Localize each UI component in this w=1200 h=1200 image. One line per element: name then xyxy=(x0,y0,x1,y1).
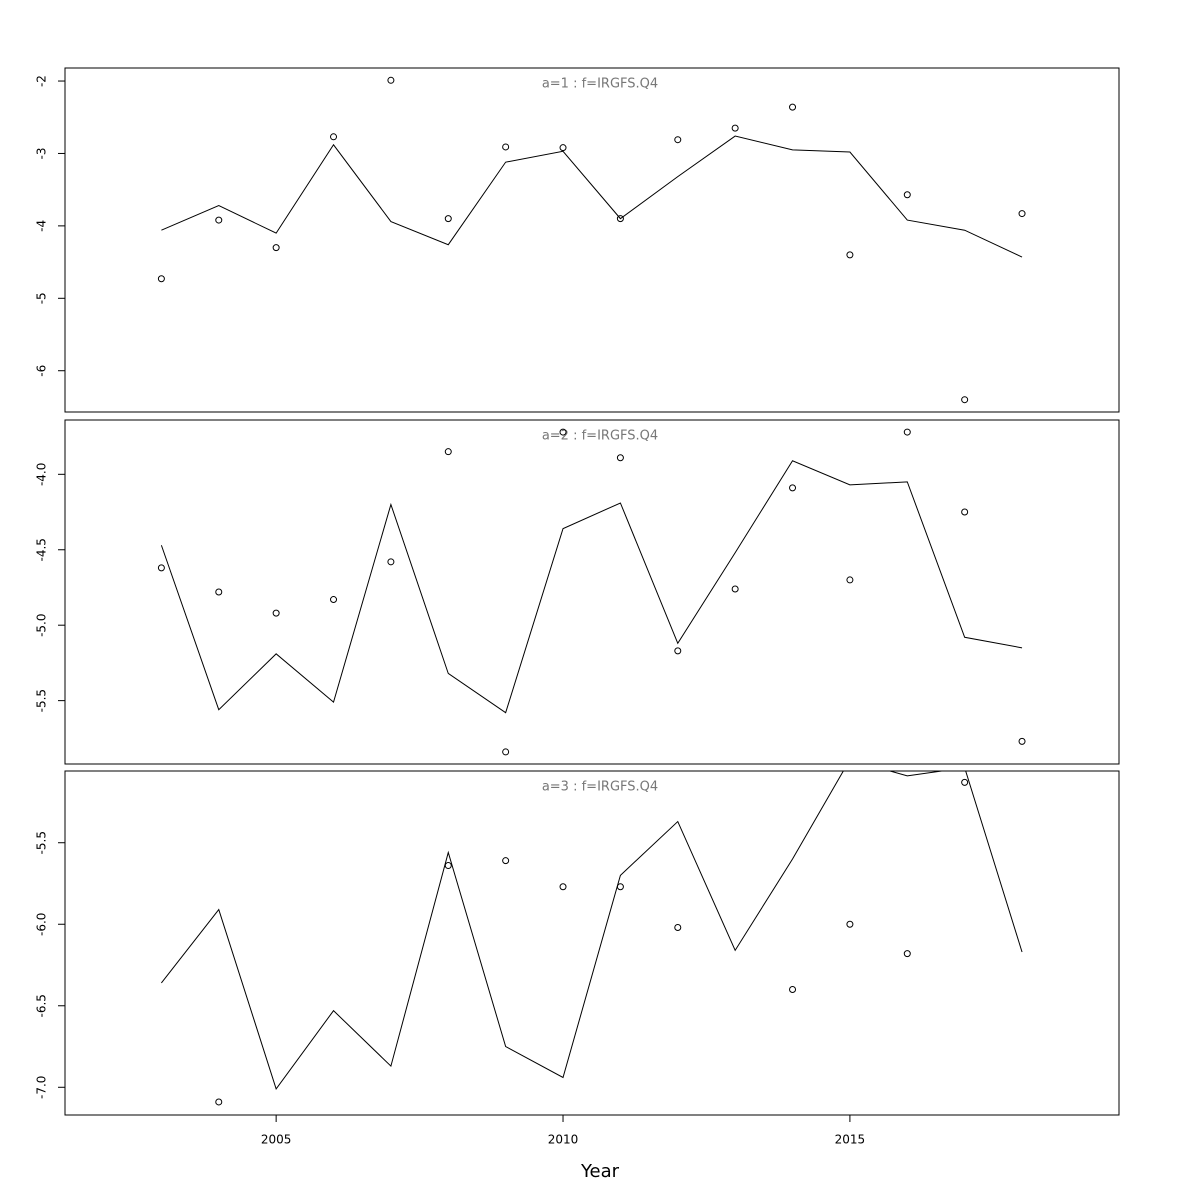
data-point xyxy=(789,484,797,492)
y-tick-label: -5.5 xyxy=(35,831,49,854)
y-tick-label: -4.5 xyxy=(35,538,49,561)
panel-annotation: a=2 : f=IRGFS.Q4 xyxy=(542,429,658,444)
data-point xyxy=(157,275,165,283)
data-point xyxy=(846,576,854,584)
data-point xyxy=(961,508,969,516)
data-point xyxy=(502,857,510,865)
y-tick-label: -5.0 xyxy=(35,613,49,636)
data-point xyxy=(157,564,165,572)
data-point xyxy=(903,950,911,958)
y-tick-label: -4.0 xyxy=(35,463,49,486)
y-tick-label: -6.0 xyxy=(35,913,49,936)
data-point xyxy=(215,1098,223,1106)
data-point xyxy=(559,428,567,436)
data-point xyxy=(272,609,280,617)
data-point xyxy=(444,862,452,870)
data-point xyxy=(444,448,452,456)
plot-frame xyxy=(64,419,1120,765)
data-point xyxy=(387,558,395,566)
data-point xyxy=(903,191,911,199)
y-tick-label: -5 xyxy=(35,292,49,304)
y-tick-label: -6.5 xyxy=(35,994,49,1017)
plot-frame xyxy=(64,67,1120,413)
data-point xyxy=(559,883,567,891)
plot-area xyxy=(157,428,1026,756)
panel-annotation: a=3 : f=IRGFS.Q4 xyxy=(542,780,658,795)
x-tick-label: 2015 xyxy=(835,1133,866,1147)
data-point xyxy=(559,144,567,152)
data-point xyxy=(903,428,911,436)
data-point xyxy=(215,588,223,596)
y-tick-label: -4 xyxy=(35,220,49,232)
data-point xyxy=(731,585,739,593)
y-tick-label: -6 xyxy=(35,365,49,377)
y-tick-label: -5.5 xyxy=(35,689,49,712)
data-line xyxy=(160,460,1023,714)
data-point xyxy=(846,251,854,259)
data-point xyxy=(1018,737,1026,745)
data-point xyxy=(215,216,223,224)
data-point xyxy=(616,454,624,462)
plot-area xyxy=(157,76,1026,404)
data-point xyxy=(674,136,682,144)
x-axis-label: Year xyxy=(580,1161,620,1182)
data-point xyxy=(616,215,624,223)
data-point xyxy=(789,103,797,111)
data-point xyxy=(444,215,452,223)
data-point xyxy=(846,920,854,928)
x-tick-label: 2010 xyxy=(548,1133,579,1147)
data-point xyxy=(387,76,395,84)
data-point xyxy=(961,778,969,786)
data-point xyxy=(330,596,338,604)
panel-annotation: a=1 : f=IRGFS.Q4 xyxy=(542,77,658,92)
data-point xyxy=(502,748,510,756)
data-point xyxy=(961,396,969,404)
data-point xyxy=(674,647,682,655)
data-line xyxy=(160,771,1023,1090)
y-tick-label: -7.0 xyxy=(35,1076,49,1099)
data-point xyxy=(1018,210,1026,218)
data-point xyxy=(616,883,624,891)
x-tick-label: 2005 xyxy=(261,1133,292,1147)
data-point xyxy=(272,244,280,252)
y-tick-label: -2 xyxy=(35,75,49,87)
data-line xyxy=(161,135,1023,258)
plot-area xyxy=(160,771,1023,1106)
y-tick-label: -3 xyxy=(35,147,49,159)
plot-frame xyxy=(64,770,1120,1116)
data-point xyxy=(502,143,510,151)
data-point xyxy=(731,124,739,132)
data-point xyxy=(789,985,797,993)
data-point xyxy=(674,924,682,932)
data-point xyxy=(330,133,338,141)
